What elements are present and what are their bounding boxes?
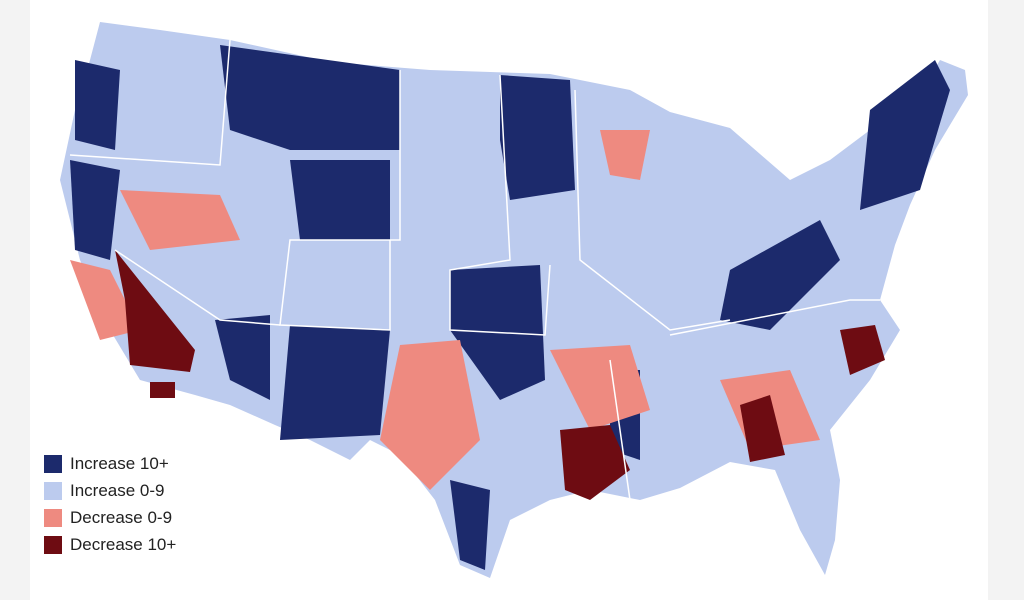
region: [280, 325, 390, 440]
legend-label: Increase 0-9: [70, 480, 165, 500]
region: [150, 382, 175, 398]
legend-item: Decrease 0-9: [44, 504, 176, 531]
legend-swatch: [44, 508, 62, 527]
region: [75, 60, 120, 150]
region: [450, 480, 490, 570]
legend-label: Decrease 0-9: [70, 507, 173, 527]
region: [290, 160, 390, 240]
region: [840, 325, 885, 375]
region: [215, 315, 270, 400]
region: [600, 130, 650, 180]
legend-swatch: [44, 454, 62, 473]
legend: Increase 10+ Increase 0-9 Decrease 0-9 Decr…: [44, 450, 176, 558]
region: [860, 60, 950, 210]
region: [115, 250, 195, 372]
region: [70, 160, 120, 260]
map-panel: Increase 10+ Increase 0-9 Decrease 0-9 Decr…: [30, 0, 988, 600]
legend-item: Increase 0-9: [44, 477, 176, 504]
region: [380, 340, 480, 490]
legend-item: Increase 10+: [44, 450, 176, 477]
us-county-map: [60, 22, 968, 578]
region: [720, 220, 840, 330]
legend-swatch: [44, 481, 62, 500]
region: [740, 395, 785, 462]
legend-label: Decrease 10+: [70, 534, 177, 554]
state-borders: [69, 39, 880, 501]
region: [550, 345, 650, 430]
legend-swatch: [44, 535, 62, 554]
region: [120, 190, 240, 250]
region: [70, 260, 140, 340]
legend-item: Decrease 10+: [44, 531, 176, 558]
region: [560, 425, 630, 500]
legend-label: Increase 10+: [70, 453, 169, 473]
region: [220, 45, 400, 150]
region: [500, 75, 575, 200]
